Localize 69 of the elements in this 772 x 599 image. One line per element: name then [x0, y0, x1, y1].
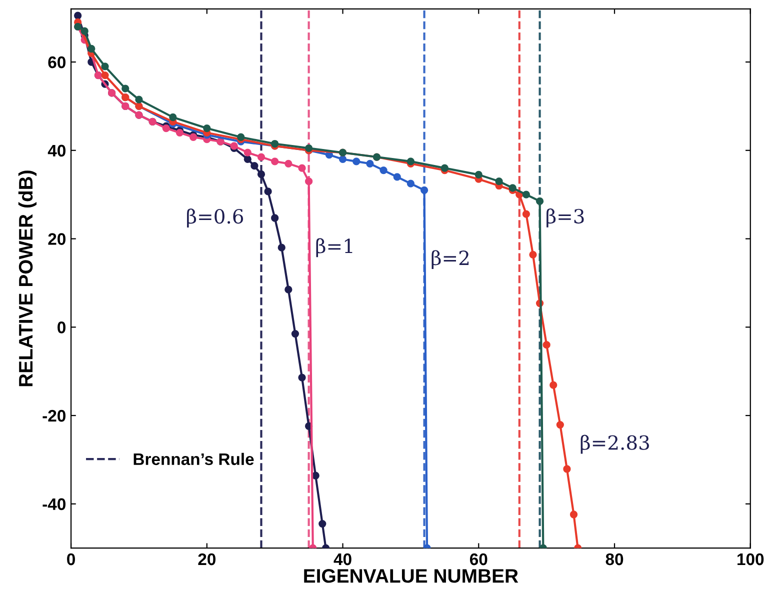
point [563, 465, 571, 473]
point [135, 96, 143, 104]
point [495, 178, 503, 186]
y-tick-label: 0 [58, 322, 66, 334]
y-tick-label: 60 [48, 56, 66, 68]
point [570, 510, 578, 518]
x-tick-label: 20 [198, 553, 216, 566]
point [244, 148, 252, 156]
point [522, 210, 530, 218]
annotation: β=0.6 [187, 208, 244, 228]
point [380, 166, 388, 174]
annotation: β=2.83 [580, 434, 649, 454]
annotation: β=1 [316, 238, 352, 258]
point [291, 330, 300, 338]
point [250, 162, 258, 170]
point [101, 71, 109, 80]
point [542, 341, 550, 349]
point [271, 214, 279, 222]
y-tick-label: 40 [48, 144, 66, 157]
point [122, 84, 130, 92]
point [420, 186, 428, 194]
x-tick-label: 0 [67, 553, 75, 566]
x-tick-label: 60 [470, 553, 488, 566]
x-tick-label: 40 [334, 553, 352, 566]
point [338, 155, 347, 164]
point [169, 113, 177, 122]
x-axis-title: EIGENVALUE NUMBER [304, 568, 518, 583]
point [556, 420, 564, 429]
point [88, 44, 96, 53]
point [440, 164, 448, 172]
y-tick-label: 20 [48, 233, 66, 245]
point [318, 520, 326, 528]
point [352, 158, 360, 166]
y-axis-title: RELATIVE POWER (dB) [18, 170, 37, 386]
point [298, 374, 306, 382]
point [304, 144, 313, 152]
point [264, 188, 272, 196]
point [529, 250, 537, 258]
point [257, 170, 266, 178]
point [80, 27, 88, 35]
point [393, 173, 401, 181]
point [522, 190, 530, 198]
x-tick-label: 80 [606, 553, 624, 566]
point [237, 133, 245, 141]
y-tick-label: -20 [42, 410, 66, 422]
point [550, 381, 558, 389]
point [162, 124, 170, 132]
annotation: β=2 [432, 250, 469, 269]
point [284, 286, 292, 294]
point [278, 244, 286, 252]
point [366, 160, 374, 168]
point [406, 180, 415, 188]
point [474, 170, 482, 179]
ref-line-label: Brennan’s Rule [134, 452, 254, 466]
point [74, 12, 82, 20]
point [536, 197, 544, 206]
point [284, 160, 292, 168]
y-tick-label: -40 [42, 498, 66, 510]
point [176, 128, 184, 137]
point [298, 164, 306, 172]
annotation: β=3 [546, 208, 584, 228]
point [304, 178, 313, 186]
point [203, 124, 211, 132]
point [244, 155, 252, 164]
point [271, 158, 279, 166]
point [271, 140, 279, 148]
point [101, 62, 109, 70]
point [257, 153, 266, 161]
x-tick-label: 100 [738, 553, 764, 566]
